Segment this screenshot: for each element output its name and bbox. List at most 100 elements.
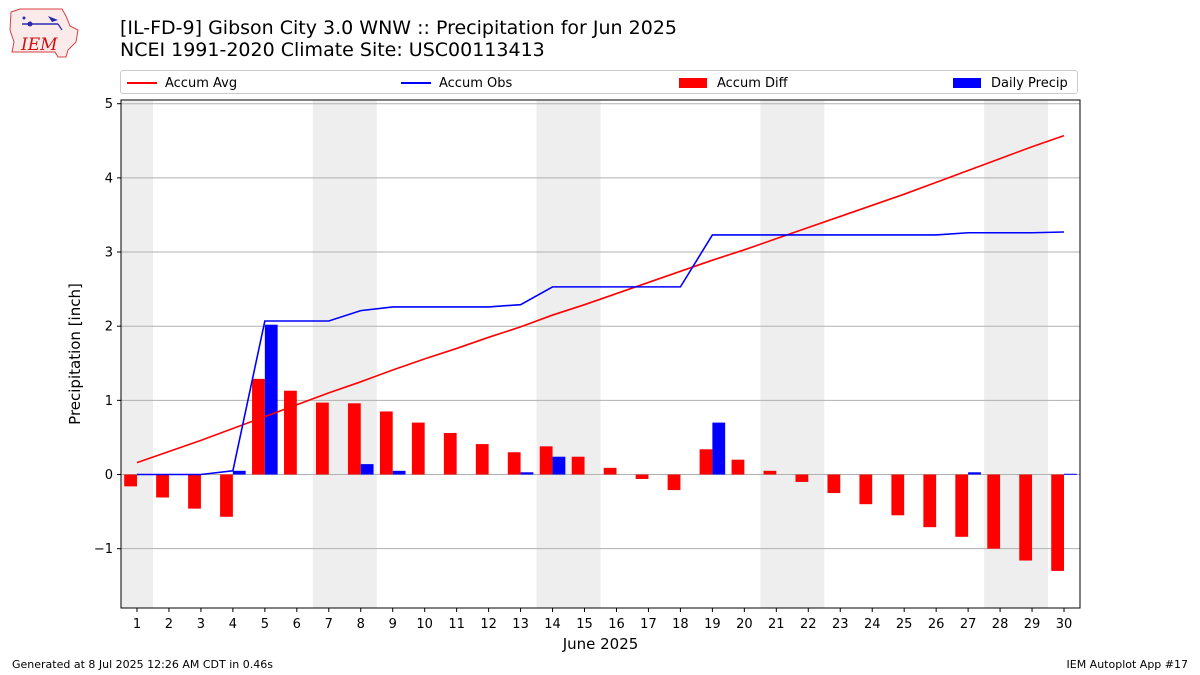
x-tick-label: 12 <box>480 617 497 632</box>
weekend-shade-1 <box>312 100 377 608</box>
legend-item-accum-diff: Accum Diff <box>679 74 788 92</box>
x-tick-label: 14 <box>544 617 561 632</box>
y-axis-label: Precipitation [inch] <box>66 283 84 425</box>
accum-diff-bar <box>571 456 585 475</box>
x-tick-label: 26 <box>928 617 945 632</box>
x-tick-label: 28 <box>992 617 1009 632</box>
x-tick-label: 16 <box>608 617 625 632</box>
title-line-1: [IL-FD-9] Gibson City 3.0 WNW :: Precipi… <box>120 17 677 39</box>
x-tick-label: 24 <box>864 617 881 632</box>
accum-diff-bar <box>603 467 617 475</box>
accum-avg-line <box>136 134 1065 464</box>
accum-diff-bar <box>1051 474 1065 571</box>
legend-swatch-daily-precip <box>953 78 981 88</box>
accum-diff-bar <box>188 474 201 509</box>
x-tick-label: 8 <box>357 617 365 632</box>
legend-label-daily-precip: Daily Precip <box>991 75 1068 91</box>
weekend-shade-0 <box>121 100 153 608</box>
weekend-shade-2 <box>536 100 601 608</box>
x-tick-label: 17 <box>640 617 657 632</box>
accum-diff-bar <box>156 474 169 498</box>
plot-frame <box>120 99 1081 609</box>
legend-swatch-accum-avg <box>127 82 157 84</box>
x-tick-label: 10 <box>416 617 433 632</box>
x-tick-label: 2 <box>165 617 173 632</box>
legend-swatch-accum-obs <box>401 82 431 84</box>
accum-diff-bar <box>284 390 297 475</box>
accum-diff-bar <box>667 474 681 491</box>
footer-generated: Generated at 8 Jul 2025 12:26 AM CDT in … <box>12 658 273 671</box>
title-line-2: NCEI 1991-2020 Climate Site: USC00113413 <box>120 39 545 61</box>
x-tick-label: 6 <box>293 617 301 632</box>
x-tick-label: 1 <box>133 617 141 632</box>
accum-diff-bar <box>539 446 553 475</box>
x-tick-label: 7 <box>325 617 333 632</box>
daily-precip-bar <box>264 324 278 475</box>
accum-diff-bar <box>252 378 265 475</box>
daily-precip-bar <box>1064 473 1077 475</box>
accum-diff-bar <box>347 403 361 475</box>
y-tick-label: 1 <box>105 394 113 409</box>
x-tick-label: 30 <box>1056 617 1073 632</box>
chart-title: [IL-FD-9] Gibson City 3.0 WNW :: Precipi… <box>120 17 677 61</box>
daily-precip-bar <box>712 422 726 475</box>
x-tick-label: 27 <box>960 617 977 632</box>
iem-logo: IEM <box>9 8 79 58</box>
accum-diff-bar <box>411 422 425 475</box>
accum-diff-bar <box>923 474 937 528</box>
x-tick-label: 29 <box>1024 617 1041 632</box>
x-tick-label: 11 <box>448 617 465 632</box>
accum-diff-bar <box>891 474 905 516</box>
y-tick-label: 0 <box>105 468 113 483</box>
accum-diff-bar <box>987 474 1001 549</box>
accum-diff-bar <box>443 432 457 475</box>
daily-precip-bar <box>968 472 981 475</box>
weekend-shade-3 <box>760 100 825 608</box>
x-tick-label: 21 <box>768 617 785 632</box>
accum-diff-bar <box>124 474 137 487</box>
accum-diff-bar <box>955 474 969 537</box>
x-tick-label: 5 <box>261 617 269 632</box>
daily-precip-bar <box>232 470 246 475</box>
x-tick-label: 15 <box>576 617 593 632</box>
legend-label-accum-obs: Accum Obs <box>439 75 513 91</box>
x-tick-label: 25 <box>896 617 913 632</box>
x-tick-label: 3 <box>197 617 205 632</box>
accum-diff-bar <box>379 411 393 475</box>
x-tick-label: 9 <box>389 617 397 632</box>
legend-label-accum-diff: Accum Diff <box>717 75 788 91</box>
footer-app: IEM Autoplot App #17 <box>1066 658 1189 671</box>
x-tick-label: 19 <box>704 617 721 632</box>
accum-diff-bar <box>827 474 841 494</box>
x-tick-label: 4 <box>229 617 237 632</box>
daily-precip-bar <box>520 472 534 475</box>
daily-precip-bar <box>360 464 374 475</box>
accum-diff-bar <box>731 459 745 475</box>
daily-precip-bar <box>392 470 406 475</box>
accum-diff-bar <box>475 444 489 475</box>
x-tick-label: 18 <box>672 617 689 632</box>
accum-diff-bar <box>1019 474 1033 561</box>
y-tick-label: −1 <box>94 542 113 557</box>
y-tick-label: 3 <box>105 246 113 261</box>
accum-diff-bar <box>315 402 329 475</box>
x-tick-label: 20 <box>736 617 753 632</box>
accum-diff-bar <box>859 474 873 505</box>
legend-item-accum-avg: Accum Avg <box>127 74 237 92</box>
legend: Accum Avg Accum Obs Accum Diff Daily Pre… <box>120 70 1078 94</box>
accum-diff-bar <box>699 449 713 475</box>
accum-diff-bar <box>635 474 649 479</box>
legend-item-accum-obs: Accum Obs <box>401 74 512 92</box>
legend-label-accum-avg: Accum Avg <box>165 75 238 91</box>
y-tick-label: 4 <box>105 171 113 186</box>
daily-precip-bar <box>552 456 566 475</box>
accum-diff-bar <box>795 474 809 482</box>
legend-item-daily-precip: Daily Precip <box>953 74 1068 92</box>
x-axis-label: June 2025 <box>562 635 639 653</box>
legend-swatch-accum-diff <box>679 78 707 88</box>
x-tick-label: 23 <box>832 617 849 632</box>
accum-obs-line <box>136 231 1065 476</box>
iem-logo-text: IEM <box>20 35 58 55</box>
x-tick-label: 13 <box>512 617 529 632</box>
